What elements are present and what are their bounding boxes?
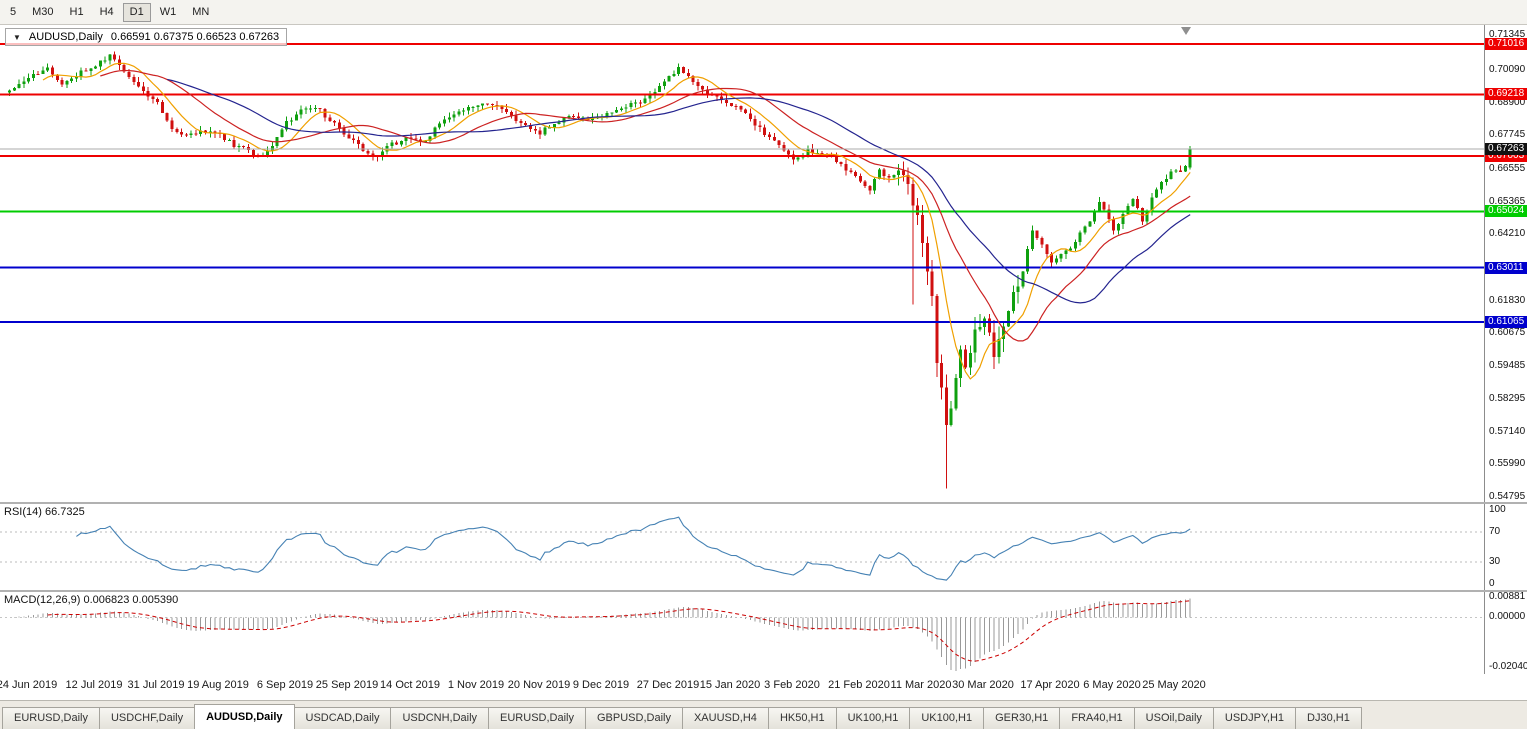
date-axis-label: 17 Apr 2020 bbox=[1020, 679, 1080, 691]
tab-audusd-daily[interactable]: AUDUSD,Daily bbox=[194, 704, 295, 729]
tab-fra40-h1[interactable]: FRA40,H1 bbox=[1059, 707, 1135, 729]
date-axis-label: 15 Jan 2020 bbox=[699, 679, 761, 691]
date-axis-label: 25 May 2020 bbox=[1142, 679, 1206, 691]
chart-tab-bar: EURUSD,Daily USDCHF,Daily AUDUSD,Daily USDC… bbox=[0, 700, 1527, 729]
chart-symbol-label: AUDUSD,Daily bbox=[28, 31, 103, 43]
current-price-badge: 0.67263 bbox=[1485, 143, 1527, 155]
date-axis-label: 30 Mar 2020 bbox=[952, 679, 1014, 691]
rsi-panel-canvas[interactable]: RSI(14) 66.7325 bbox=[0, 504, 1484, 590]
time-axis[interactable]: 24 Jun 2019 12 Jul 2019 31 Jul 2019 19 Aug … bbox=[0, 674, 1527, 700]
timeframe-button-5[interactable]: 5 bbox=[10, 5, 17, 18]
chart-title-box[interactable]: ▼ AUDUSD,Daily 0.66591 0.67375 0.66523 0… bbox=[5, 28, 288, 46]
date-axis-label: 6 May 2020 bbox=[1083, 679, 1141, 691]
price-level-badge: 0.61065 bbox=[1485, 316, 1527, 328]
tab-usoil-daily[interactable]: USOil,Daily bbox=[1133, 707, 1214, 729]
tab-usdcnh-daily[interactable]: USDCNH,Daily bbox=[390, 707, 490, 729]
macd-scale-label: 0.00881 bbox=[1489, 592, 1526, 602]
price-tick-label: 0.55990 bbox=[1489, 458, 1526, 469]
price-level-badge: 0.63011 bbox=[1485, 262, 1527, 274]
date-axis-label: 20 Nov 2019 bbox=[507, 679, 571, 691]
tab-uk100-h1[interactable]: UK100,H1 bbox=[909, 707, 985, 729]
tab-gbpusd-daily[interactable]: GBPUSD,Daily bbox=[585, 707, 683, 729]
macd-scale-label: -0.02040 bbox=[1489, 661, 1527, 672]
tab-dj30-h1[interactable]: DJ30,H1 bbox=[1295, 707, 1362, 729]
tab-usdjpy-h1[interactable]: USDJPY,H1 bbox=[1212, 707, 1297, 729]
date-axis-label: 11 Mar 2020 bbox=[890, 679, 952, 691]
date-axis-label: 3 Feb 2020 bbox=[764, 679, 820, 691]
rsi-scale-label: 100 bbox=[1489, 504, 1506, 515]
date-axis-label: 25 Sep 2019 bbox=[315, 679, 379, 691]
timeframe-toolbar: 5 M30 H1 H4 D1 W1 MN bbox=[0, 0, 1527, 25]
date-axis-label: 14 Oct 2019 bbox=[380, 679, 440, 691]
price-tick-label: 0.54795 bbox=[1489, 491, 1526, 502]
tab-usdcad-daily[interactable]: USDCAD,Daily bbox=[293, 707, 392, 729]
price-tick-label: 0.64210 bbox=[1489, 228, 1526, 239]
macd-panel-canvas[interactable]: MACD(12,26,9) 0.006823 0.005390 bbox=[0, 592, 1484, 674]
macd-panel-resize-handle[interactable] bbox=[0, 590, 1527, 592]
tab-eurusd-daily[interactable]: EURUSD,Daily bbox=[2, 707, 100, 729]
date-axis-label: 1 Nov 2019 bbox=[447, 679, 505, 691]
date-axis-label: 31 Jul 2019 bbox=[127, 679, 185, 691]
price-level-badge: 0.71016 bbox=[1485, 38, 1527, 50]
macd-scale-axis: 0.00881 0.00000 -0.02040 bbox=[1484, 592, 1527, 674]
main-chart-canvas[interactable]: ▼ AUDUSD,Daily 0.66591 0.67375 0.66523 0… bbox=[0, 25, 1484, 502]
tab-eurusd-daily[interactable]: EURUSD,Daily bbox=[488, 707, 586, 729]
price-tick-label: 0.68900 bbox=[1489, 97, 1526, 108]
date-axis-label: 6 Sep 2019 bbox=[256, 679, 314, 691]
tab-hk50-h1[interactable]: HK50,H1 bbox=[767, 707, 837, 729]
rsi-scale-axis: 100 70 30 0 bbox=[1484, 504, 1527, 590]
price-tick-label: 0.67745 bbox=[1489, 129, 1526, 140]
rsi-panel-row: RSI(14) 66.7325 100 70 30 0 bbox=[0, 504, 1527, 590]
date-axis-label: 21 Feb 2020 bbox=[828, 679, 890, 691]
price-tick-label: 0.59485 bbox=[1489, 360, 1526, 371]
price-tick-label: 0.70090 bbox=[1489, 64, 1526, 75]
price-tick-label: 0.71345 bbox=[1489, 29, 1526, 40]
timeframe-buttons: 5 M30 H1 H4 D1 W1 MN bbox=[3, 2, 218, 22]
macd-indicator-label: MACD(12,26,9) 0.006823 0.005390 bbox=[4, 594, 179, 606]
tab-ger30-h1[interactable]: GER30,H1 bbox=[983, 707, 1061, 729]
main-chart-row: ▼ AUDUSD,Daily 0.66591 0.67375 0.66523 0… bbox=[0, 25, 1527, 502]
symbol-dropdown-icon[interactable]: ▼ bbox=[13, 32, 21, 42]
macd-scale-label: 0.00000 bbox=[1489, 611, 1526, 622]
rsi-panel-resize-handle[interactable] bbox=[0, 502, 1527, 504]
rsi-indicator-label: RSI(14) 66.7325 bbox=[4, 506, 85, 518]
chart-shift-marker-icon bbox=[1181, 27, 1191, 35]
timeframe-button-w1[interactable]: W1 bbox=[159, 5, 177, 18]
price-level-badge: 0.69218 bbox=[1485, 88, 1527, 100]
macd-panel-row: MACD(12,26,9) 0.006823 0.005390 0.00881 0… bbox=[0, 592, 1527, 674]
rsi-scale-label: 0 bbox=[1489, 578, 1495, 589]
date-axis-label: 12 Jul 2019 bbox=[65, 679, 123, 691]
tab-uk100-h1[interactable]: UK100,H1 bbox=[835, 707, 911, 729]
rsi-scale-label: 30 bbox=[1489, 556, 1501, 567]
tab-usdchf-daily[interactable]: USDCHF,Daily bbox=[98, 707, 196, 729]
timeframe-button-m30[interactable]: M30 bbox=[32, 5, 54, 18]
date-axis-label: 27 Dec 2019 bbox=[636, 679, 700, 691]
tab-xauusd-h4[interactable]: XAUUSD,H4 bbox=[681, 707, 769, 729]
price-tick-label: 0.61830 bbox=[1489, 295, 1526, 306]
timeframe-button-mn[interactable]: MN bbox=[192, 5, 210, 18]
price-level-badge: 0.65024 bbox=[1485, 205, 1527, 217]
main-price-axis: 0.71345 0.70090 0.68900 0.67745 0.66555 0.653… bbox=[1484, 25, 1527, 502]
rsi-scale-label: 70 bbox=[1489, 526, 1501, 537]
timeframe-button-h1[interactable]: H1 bbox=[69, 5, 84, 18]
timeframe-button-h4[interactable]: H4 bbox=[99, 5, 114, 18]
timeframe-button-d1[interactable]: D1 bbox=[122, 2, 151, 22]
date-axis-label: 24 Jun 2019 bbox=[0, 679, 58, 691]
price-tick-label: 0.60675 bbox=[1489, 327, 1526, 338]
price-tick-label: 0.58295 bbox=[1489, 393, 1526, 404]
price-tick-label: 0.57140 bbox=[1489, 426, 1526, 437]
chart-ohlc-values: 0.66591 0.67375 0.66523 0.67263 bbox=[110, 31, 280, 43]
date-axis-label: 19 Aug 2019 bbox=[187, 679, 249, 691]
price-tick-label: 0.65365 bbox=[1489, 196, 1526, 207]
price-tick-label: 0.66555 bbox=[1489, 163, 1526, 174]
date-axis-label: 9 Dec 2019 bbox=[572, 679, 630, 691]
